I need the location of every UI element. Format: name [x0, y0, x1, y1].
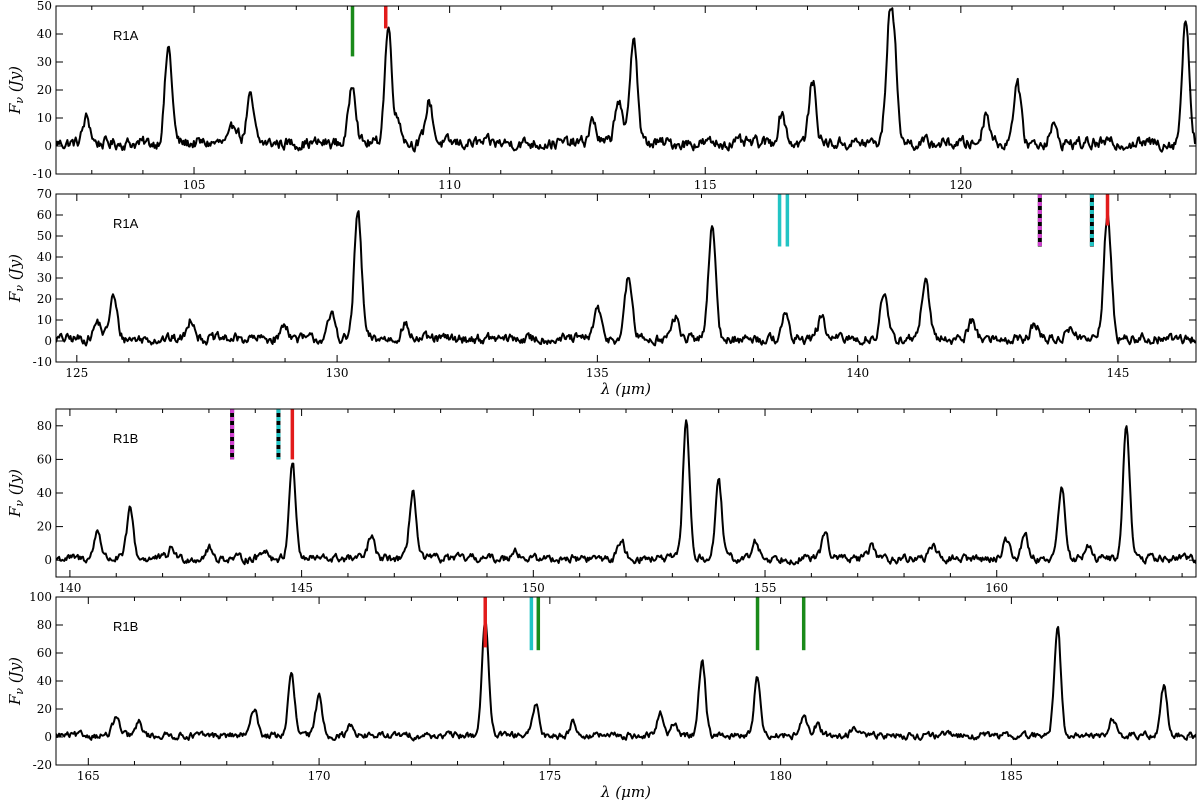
panel-1: 105 110 115 120 -10 0 10 20 30 40 50 Fν (Jy) R1A	[6, 0, 1197, 192]
y-tick-label: 50	[37, 0, 52, 13]
y-tick-label: 60	[37, 208, 52, 222]
panel-label: R1A	[113, 216, 139, 231]
plot-area	[56, 597, 1196, 742]
y-tick-label: 20	[37, 292, 52, 306]
panel-4: 165 170 175 180 185 -20 0 20 40 60 80 100 Fν (Jy) λ (…	[6, 590, 1197, 801]
x-tick-label: 130	[326, 366, 349, 380]
y-tick-label: 70	[37, 187, 52, 201]
y-tick-label: -10	[33, 167, 52, 181]
plot-area	[56, 409, 1196, 566]
panel-label: R1A	[113, 28, 139, 43]
x-tick-label: 140	[846, 366, 869, 380]
y-axis-label: Fν (Jy)	[6, 66, 26, 115]
x-tick-label: 185	[1000, 769, 1023, 783]
x-tick-label: 120	[949, 178, 972, 192]
x-tick-label: 125	[65, 366, 88, 380]
y-tick-label: 20	[37, 702, 52, 716]
y-tick-label: 40	[37, 674, 52, 688]
x-tick-label: 175	[538, 769, 561, 783]
plot-area	[56, 6, 1196, 153]
x-tick-label: 150	[522, 581, 545, 595]
x-axis-label: λ (μm)	[600, 380, 651, 398]
y-tick-label: 10	[37, 313, 52, 327]
y-tick-label: 20	[37, 83, 52, 97]
y-tick-label: 50	[37, 229, 52, 243]
y-tick-label: 40	[37, 250, 52, 264]
y-tick-label: 0	[44, 334, 52, 348]
spectrum-line	[56, 618, 1196, 742]
y-tick-label: 80	[37, 419, 52, 433]
panel-3: 140 145 150 155 160 0 20 40 60 80 Fν (Jy) R1B	[6, 408, 1197, 595]
y-tick-label: -10	[33, 355, 52, 369]
x-tick-label: 145	[1106, 366, 1129, 380]
plot-area	[56, 194, 1196, 347]
x-tick-label: 155	[754, 581, 777, 595]
x-tick-label: 110	[438, 178, 461, 192]
y-tick-label: 60	[37, 646, 52, 660]
y-axis-label: Fν (Jy)	[6, 254, 26, 303]
x-tick-label: 165	[77, 769, 100, 783]
x-tick-label: 180	[769, 769, 792, 783]
y-tick-label: 10	[37, 111, 52, 125]
y-tick-label: 20	[37, 520, 52, 534]
y-tick-label: 0	[44, 553, 52, 567]
y-tick-label: 40	[37, 486, 52, 500]
x-tick-label: 170	[308, 769, 331, 783]
panel-label: R1B	[113, 431, 138, 446]
y-tick-label: 0	[44, 139, 52, 153]
panel-2: 125 130 135 140 145 -10 0 10 20 30 40 50 60 70 Fν (Jy)…	[6, 187, 1197, 398]
x-tick-label: 115	[694, 178, 717, 192]
axes-frame	[55, 5, 1197, 175]
x-tick-label: 105	[183, 178, 206, 192]
spectrum-line	[56, 7, 1196, 153]
spectrum-line	[56, 419, 1196, 566]
y-tick-label: -20	[33, 758, 52, 772]
x-tick-label: 140	[58, 581, 81, 595]
y-tick-label: 30	[37, 271, 52, 285]
y-tick-label: 30	[37, 55, 52, 69]
y-tick-label: 0	[44, 730, 52, 744]
x-tick-label: 135	[586, 366, 609, 380]
x-tick-label: 145	[290, 581, 313, 595]
x-axis-label: λ (μm)	[600, 783, 651, 801]
x-tick-label: 160	[985, 581, 1008, 595]
y-tick-label: 80	[37, 618, 52, 632]
spectrum-line	[56, 210, 1196, 347]
y-axis-label: Fν (Jy)	[6, 657, 26, 706]
y-axis-label: Fν (Jy)	[6, 469, 26, 518]
y-tick-label: 100	[29, 590, 52, 604]
y-tick-label: 60	[37, 452, 52, 466]
panel-label: R1B	[113, 619, 138, 634]
y-tick-label: 40	[37, 27, 52, 41]
